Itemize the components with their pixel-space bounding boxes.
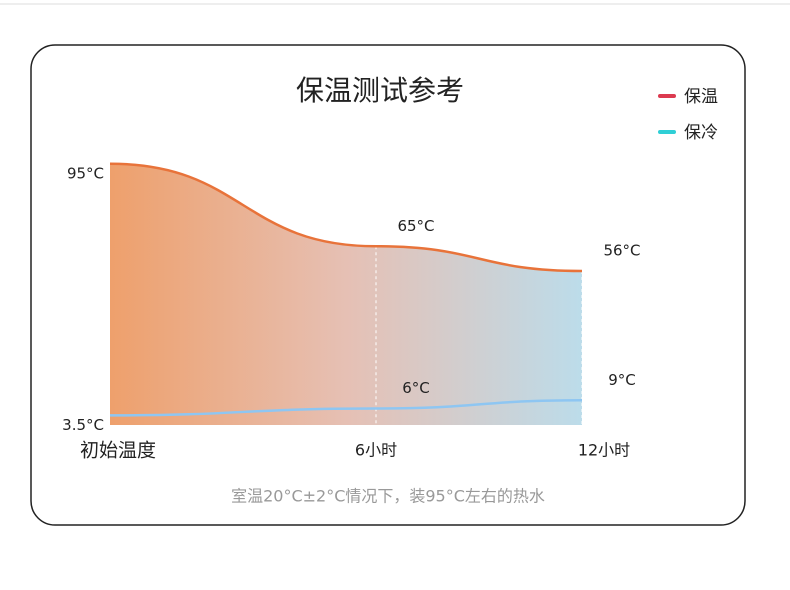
series-line <box>109 399 583 417</box>
legend-swatch <box>658 94 676 98</box>
value-label: 9°C <box>608 371 636 389</box>
legend-swatch <box>658 130 676 134</box>
value-label: 95°C <box>67 164 104 182</box>
chart-title: 保温测试参考 <box>296 74 464 107</box>
value-label: 6°C <box>402 379 430 397</box>
value-label: 3.5°C <box>62 416 104 434</box>
legend-label: 保冷 <box>684 123 718 143</box>
series-line <box>109 162 583 273</box>
area <box>110 163 582 425</box>
x-tick-label: 初始温度 <box>80 440 156 462</box>
x-tick-label: 6小时 <box>355 441 397 460</box>
value-label: 56°C <box>603 242 640 260</box>
value-label: 65°C <box>397 217 434 235</box>
x-tick-label: 12小时 <box>578 441 630 460</box>
footnote: 室温20°C±2°C情况下，装95°C左右的热水 <box>231 487 545 506</box>
legend-label: 保温 <box>684 87 718 107</box>
